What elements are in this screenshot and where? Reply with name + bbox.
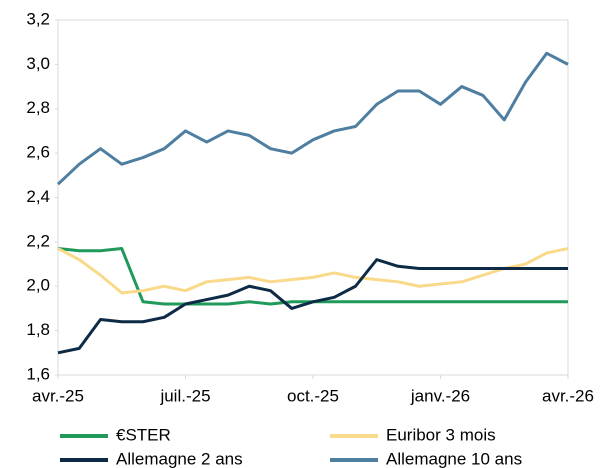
series-line (57, 258, 568, 355)
y-tick-label: 2,6 (26, 143, 50, 162)
series-line (56, 51, 569, 186)
x-tick-label: janv.-26 (410, 386, 470, 405)
y-tick-label: 2,2 (26, 231, 50, 250)
legend-label: Euribor 3 mois (386, 425, 496, 444)
y-tick-label: 1,8 (26, 320, 50, 339)
legend-label: €STER (116, 425, 171, 444)
y-tick-label: 2,0 (26, 276, 50, 295)
x-tick-label: avr.-26 (542, 386, 594, 405)
y-tick-label: 2,4 (26, 187, 50, 206)
y-tick-label: 1,6 (26, 364, 50, 383)
x-tick-label: juil.-25 (159, 386, 210, 405)
legend-label: Allemagne 2 ans (116, 449, 243, 468)
x-tick-label: avr.-25 (32, 386, 84, 405)
y-tick-label: 2,8 (26, 98, 50, 117)
y-tick-label: 3,2 (26, 9, 50, 28)
y-tick-label: 3,0 (26, 54, 50, 73)
x-tick-label: oct.-25 (287, 386, 339, 405)
series-line (57, 247, 569, 295)
legend-label: Allemagne 10 ans (386, 449, 522, 468)
